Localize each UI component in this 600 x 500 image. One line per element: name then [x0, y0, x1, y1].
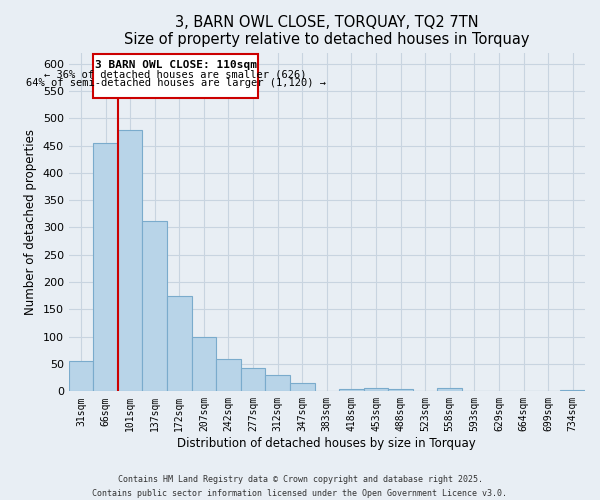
FancyBboxPatch shape: [93, 54, 258, 98]
Bar: [241, 368, 265, 392]
Bar: [364, 388, 388, 392]
Text: ← 36% of detached houses are smaller (626): ← 36% of detached houses are smaller (62…: [44, 70, 307, 80]
Bar: [167, 296, 191, 392]
Bar: [216, 359, 241, 392]
Title: 3, BARN OWL CLOSE, TORQUAY, TQ2 7TN
Size of property relative to detached houses: 3, BARN OWL CLOSE, TORQUAY, TQ2 7TN Size…: [124, 15, 530, 48]
Bar: [93, 143, 118, 392]
Y-axis label: Number of detached properties: Number of detached properties: [24, 129, 37, 315]
Bar: [118, 130, 142, 392]
Bar: [68, 362, 93, 392]
Text: 64% of semi-detached houses are larger (1,120) →: 64% of semi-detached houses are larger (…: [26, 78, 326, 88]
Bar: [560, 390, 585, 392]
Bar: [437, 388, 462, 392]
Bar: [142, 221, 167, 392]
Text: Contains HM Land Registry data © Crown copyright and database right 2025.
Contai: Contains HM Land Registry data © Crown c…: [92, 476, 508, 498]
Bar: [265, 375, 290, 392]
Bar: [290, 383, 314, 392]
X-axis label: Distribution of detached houses by size in Torquay: Distribution of detached houses by size …: [178, 437, 476, 450]
Bar: [339, 388, 364, 392]
Text: 3 BARN OWL CLOSE: 110sqm: 3 BARN OWL CLOSE: 110sqm: [95, 60, 257, 70]
Bar: [388, 388, 413, 392]
Bar: [191, 336, 216, 392]
